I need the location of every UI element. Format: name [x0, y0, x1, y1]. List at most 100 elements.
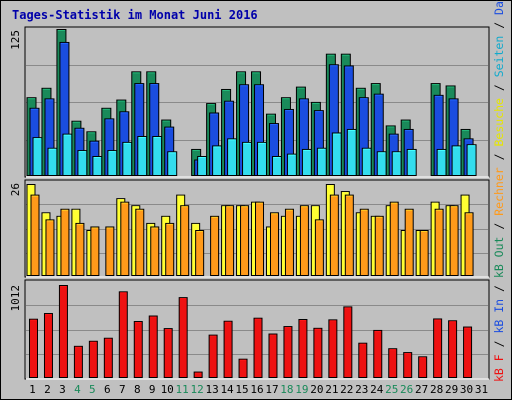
x-label-day-15: 15: [235, 383, 248, 396]
kb-out-bar: [328, 319, 338, 379]
x-label-day-22: 22: [340, 383, 353, 396]
kb-out-bar: [29, 318, 38, 379]
seiten-bar: [152, 136, 163, 177]
seiten-bar: [361, 147, 372, 176]
seiten-bar: [346, 128, 357, 177]
legend-segment: kB F: [492, 354, 506, 382]
x-label-day-24: 24: [370, 383, 384, 396]
kb-out-bar: [358, 342, 368, 378]
kb-out-bar: [223, 320, 233, 378]
x-label-day-5: 5: [89, 383, 96, 396]
x-label-day-18: 18: [280, 383, 293, 396]
rechner-bar: [255, 201, 265, 276]
x-label-day-3: 3: [59, 383, 66, 396]
x-label-day-4: 4: [74, 383, 81, 396]
kb-out-bar: [148, 315, 158, 379]
panel-kbytes: [24, 279, 490, 380]
x-label-day-20: 20: [310, 383, 323, 396]
x-axis-day-labels: 1 2 3 4 5 6 7 8 9 10 11 12 13 14 15 16 17 18 19 20 21 22 23 24 2…: [29, 383, 488, 396]
kb-out-bar: [373, 329, 383, 378]
legend-segment: Dateien: [492, 0, 506, 15]
seiten-bar: [122, 141, 133, 176]
right-legend: kB F / kB In / kB Out / Rechner / Besuch…: [492, 0, 506, 382]
kb-out-bar: [88, 340, 98, 378]
kb-out-bar: [208, 334, 218, 379]
kb-out-bar: [448, 320, 458, 379]
legend-segment: Rechner: [492, 167, 506, 216]
rechner-bar: [150, 226, 160, 276]
legend-segment: /: [492, 147, 506, 168]
x-label-day-21: 21: [325, 383, 338, 396]
seiten-bar: [316, 147, 327, 176]
x-label-day-14: 14: [220, 383, 234, 396]
seiten-bar: [32, 137, 43, 176]
legend-segment: kB In: [492, 299, 506, 334]
kb-out-bar: [283, 326, 293, 378]
legend-segment: kB Out: [492, 237, 506, 279]
rechner-bar: [359, 208, 369, 276]
x-label-day-6: 6: [104, 383, 111, 396]
kb-out-bar: [298, 319, 308, 379]
rechner-bar: [90, 226, 100, 276]
seiten-bar: [212, 145, 223, 176]
x-label-day-26: 26: [400, 383, 413, 396]
rechner-bar: [344, 194, 354, 276]
seiten-bar: [107, 150, 118, 177]
x-label-day-12: 12: [191, 383, 204, 396]
seiten-bar: [92, 156, 103, 176]
rechner-bar: [299, 205, 309, 277]
seiten-bar: [466, 144, 477, 177]
seiten-bar: [62, 133, 73, 176]
kb-out-bar: [178, 297, 188, 378]
seiten-bar: [227, 138, 238, 176]
seiten-bar: [257, 141, 268, 176]
legend-segment: /: [492, 334, 506, 355]
seiten-bar: [376, 151, 387, 176]
kb-out-bar: [133, 321, 143, 378]
kb-out-bar: [388, 348, 398, 379]
seiten-bar: [197, 156, 208, 176]
rechner-bar: [269, 212, 279, 276]
rechner-bar: [180, 205, 190, 277]
x-label-day-17: 17: [265, 383, 278, 396]
kb-out-bar: [118, 291, 128, 378]
seiten-bar: [271, 156, 282, 176]
rechner-bar: [195, 230, 205, 276]
x-label-day-1: 1: [29, 383, 36, 396]
kb-out-bar: [463, 326, 473, 378]
kb-out-bar: [403, 352, 413, 379]
rechner-bar: [135, 208, 145, 276]
rechner-bar: [419, 230, 429, 276]
x-label-day-16: 16: [250, 383, 263, 396]
seiten-bar: [137, 136, 148, 177]
seiten-bar: [331, 132, 342, 177]
legend-segment: /: [492, 77, 506, 98]
seiten-bar: [391, 151, 402, 176]
rechner-bar: [210, 215, 220, 277]
seiten-bar: [167, 151, 178, 176]
seiten-bar: [301, 148, 312, 176]
rechner-bar: [464, 212, 474, 276]
kb-out-bar: [73, 345, 83, 378]
rechner-bar: [434, 208, 444, 276]
kb-out-bar: [43, 313, 53, 378]
kb-out-bar: [103, 337, 113, 379]
rechner-bar: [45, 219, 55, 276]
rechner-bar: [120, 201, 130, 276]
x-label-day-19: 19: [295, 383, 308, 396]
kb-out-bar: [193, 371, 203, 379]
x-label-day-23: 23: [355, 383, 368, 396]
legend-segment: Besuche: [492, 98, 506, 147]
chart-title: Tages-Statistik im Monat Juni 2016: [12, 8, 258, 22]
legend-segment: Seiten: [492, 36, 506, 78]
kb-out-bar: [268, 333, 278, 378]
bottom-ymax-label: 1012: [9, 285, 22, 312]
x-label-day-13: 13: [205, 383, 218, 396]
rechner-bar: [449, 205, 459, 277]
rechner-bar: [284, 208, 294, 276]
rechner-bar: [374, 215, 384, 277]
rechner-bar: [75, 222, 85, 277]
middle-ymax-label: 26: [9, 183, 22, 196]
y-axis-labels: 125 26 1012: [9, 30, 22, 312]
